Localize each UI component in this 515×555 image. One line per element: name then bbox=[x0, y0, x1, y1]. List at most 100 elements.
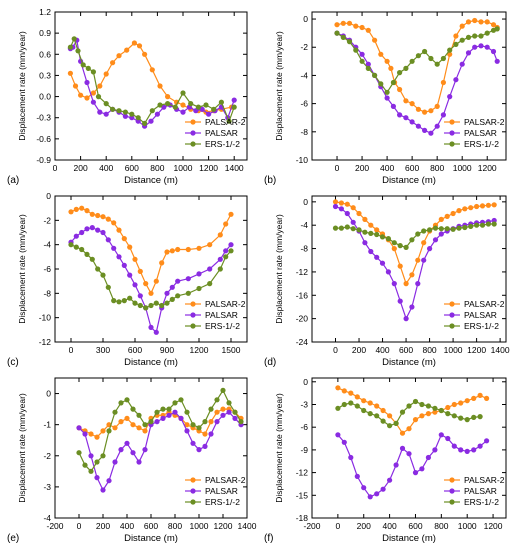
data-point bbox=[453, 33, 459, 39]
data-point bbox=[459, 37, 465, 43]
y-tick-label: -2 bbox=[43, 451, 51, 461]
data-point bbox=[94, 475, 100, 481]
data-point bbox=[116, 108, 122, 114]
data-point bbox=[112, 459, 118, 465]
data-point bbox=[90, 99, 96, 105]
data-point bbox=[153, 329, 159, 335]
data-point bbox=[432, 237, 439, 243]
data-point bbox=[462, 224, 468, 231]
data-point bbox=[397, 263, 403, 269]
data-point bbox=[100, 428, 106, 434]
data-point bbox=[130, 450, 136, 456]
y-tick-label: -4 bbox=[43, 513, 51, 523]
data-point bbox=[94, 459, 100, 465]
data-point bbox=[84, 226, 90, 232]
data-point bbox=[434, 61, 440, 67]
data-point bbox=[399, 409, 406, 415]
data-point bbox=[100, 487, 106, 493]
data-point bbox=[354, 394, 360, 400]
data-point bbox=[137, 268, 143, 274]
data-point bbox=[172, 104, 178, 110]
data-point bbox=[195, 104, 201, 110]
data-point bbox=[387, 413, 393, 419]
x-tick-label: 1400 bbox=[225, 163, 244, 173]
data-point bbox=[68, 242, 74, 248]
data-point bbox=[84, 79, 90, 86]
data-point bbox=[403, 281, 409, 287]
data-point bbox=[474, 222, 480, 228]
y-tick-label: 0.6 bbox=[39, 49, 51, 59]
data-point bbox=[340, 20, 346, 26]
data-point bbox=[95, 266, 101, 272]
data-point bbox=[142, 447, 148, 453]
data-point bbox=[356, 210, 362, 217]
data-point bbox=[137, 293, 143, 299]
data-point bbox=[350, 219, 356, 225]
legend-label: PALSAR bbox=[205, 310, 238, 320]
data-point bbox=[110, 106, 116, 112]
data-point bbox=[190, 422, 196, 428]
data-point bbox=[136, 459, 142, 465]
data-point bbox=[340, 34, 346, 41]
data-point bbox=[458, 415, 464, 421]
y-tick-label: 0 bbox=[303, 197, 308, 207]
panel-f: -200 0 200 400 600 800 1000 1200 -18 -15 -12 -9 -6 -3… bbox=[264, 377, 507, 544]
x-axis-title: Distance (m) bbox=[124, 175, 178, 186]
data-point bbox=[415, 257, 421, 263]
y-tick-label: -2 bbox=[43, 215, 51, 225]
data-point bbox=[332, 199, 339, 205]
y-tick-label: -8 bbox=[300, 244, 308, 254]
x-tick-label: 600 bbox=[405, 163, 419, 173]
data-point bbox=[226, 118, 232, 124]
y-axis-title: Displacement rate (mm/year) bbox=[17, 393, 27, 503]
data-point bbox=[334, 22, 340, 28]
y-tick-label: 0.0 bbox=[39, 92, 51, 102]
data-point bbox=[223, 254, 229, 260]
data-point bbox=[479, 222, 486, 228]
legend-label: PALSAR bbox=[205, 486, 238, 496]
data-point bbox=[196, 425, 202, 431]
data-point bbox=[432, 405, 438, 411]
legend-marker bbox=[449, 141, 455, 147]
data-point bbox=[365, 27, 371, 33]
data-point bbox=[148, 290, 154, 296]
data-point bbox=[387, 477, 393, 483]
data-point bbox=[202, 419, 208, 425]
data-point bbox=[374, 491, 380, 497]
data-point bbox=[494, 26, 500, 32]
series-palsar-2 bbox=[332, 199, 497, 287]
data-point bbox=[142, 51, 148, 57]
data-point bbox=[391, 240, 397, 246]
data-point bbox=[75, 48, 81, 54]
data-point bbox=[121, 262, 127, 268]
data-point bbox=[445, 435, 451, 442]
data-point bbox=[106, 428, 112, 434]
data-point bbox=[427, 227, 433, 233]
data-point bbox=[422, 109, 428, 115]
data-point bbox=[154, 419, 160, 425]
data-point bbox=[384, 89, 390, 95]
data-point bbox=[111, 245, 117, 251]
data-point bbox=[338, 200, 344, 206]
data-point bbox=[136, 43, 143, 49]
data-point bbox=[478, 19, 484, 25]
data-point bbox=[367, 400, 373, 406]
x-tick-label: -200 bbox=[46, 521, 63, 531]
data-point bbox=[406, 426, 412, 432]
x-tick-label: 200 bbox=[355, 163, 369, 173]
data-point bbox=[365, 61, 371, 67]
data-point bbox=[116, 227, 122, 233]
data-point bbox=[409, 304, 415, 310]
data-point bbox=[399, 445, 406, 451]
data-point bbox=[365, 65, 371, 71]
data-point bbox=[184, 428, 190, 434]
data-point bbox=[353, 23, 359, 29]
y-tick-label: -1 bbox=[43, 420, 51, 430]
y-tick-label: -10 bbox=[296, 155, 309, 165]
data-point bbox=[419, 413, 425, 419]
data-point bbox=[397, 298, 403, 304]
data-point bbox=[397, 86, 403, 93]
x-tick-label: 1000 bbox=[444, 345, 463, 355]
